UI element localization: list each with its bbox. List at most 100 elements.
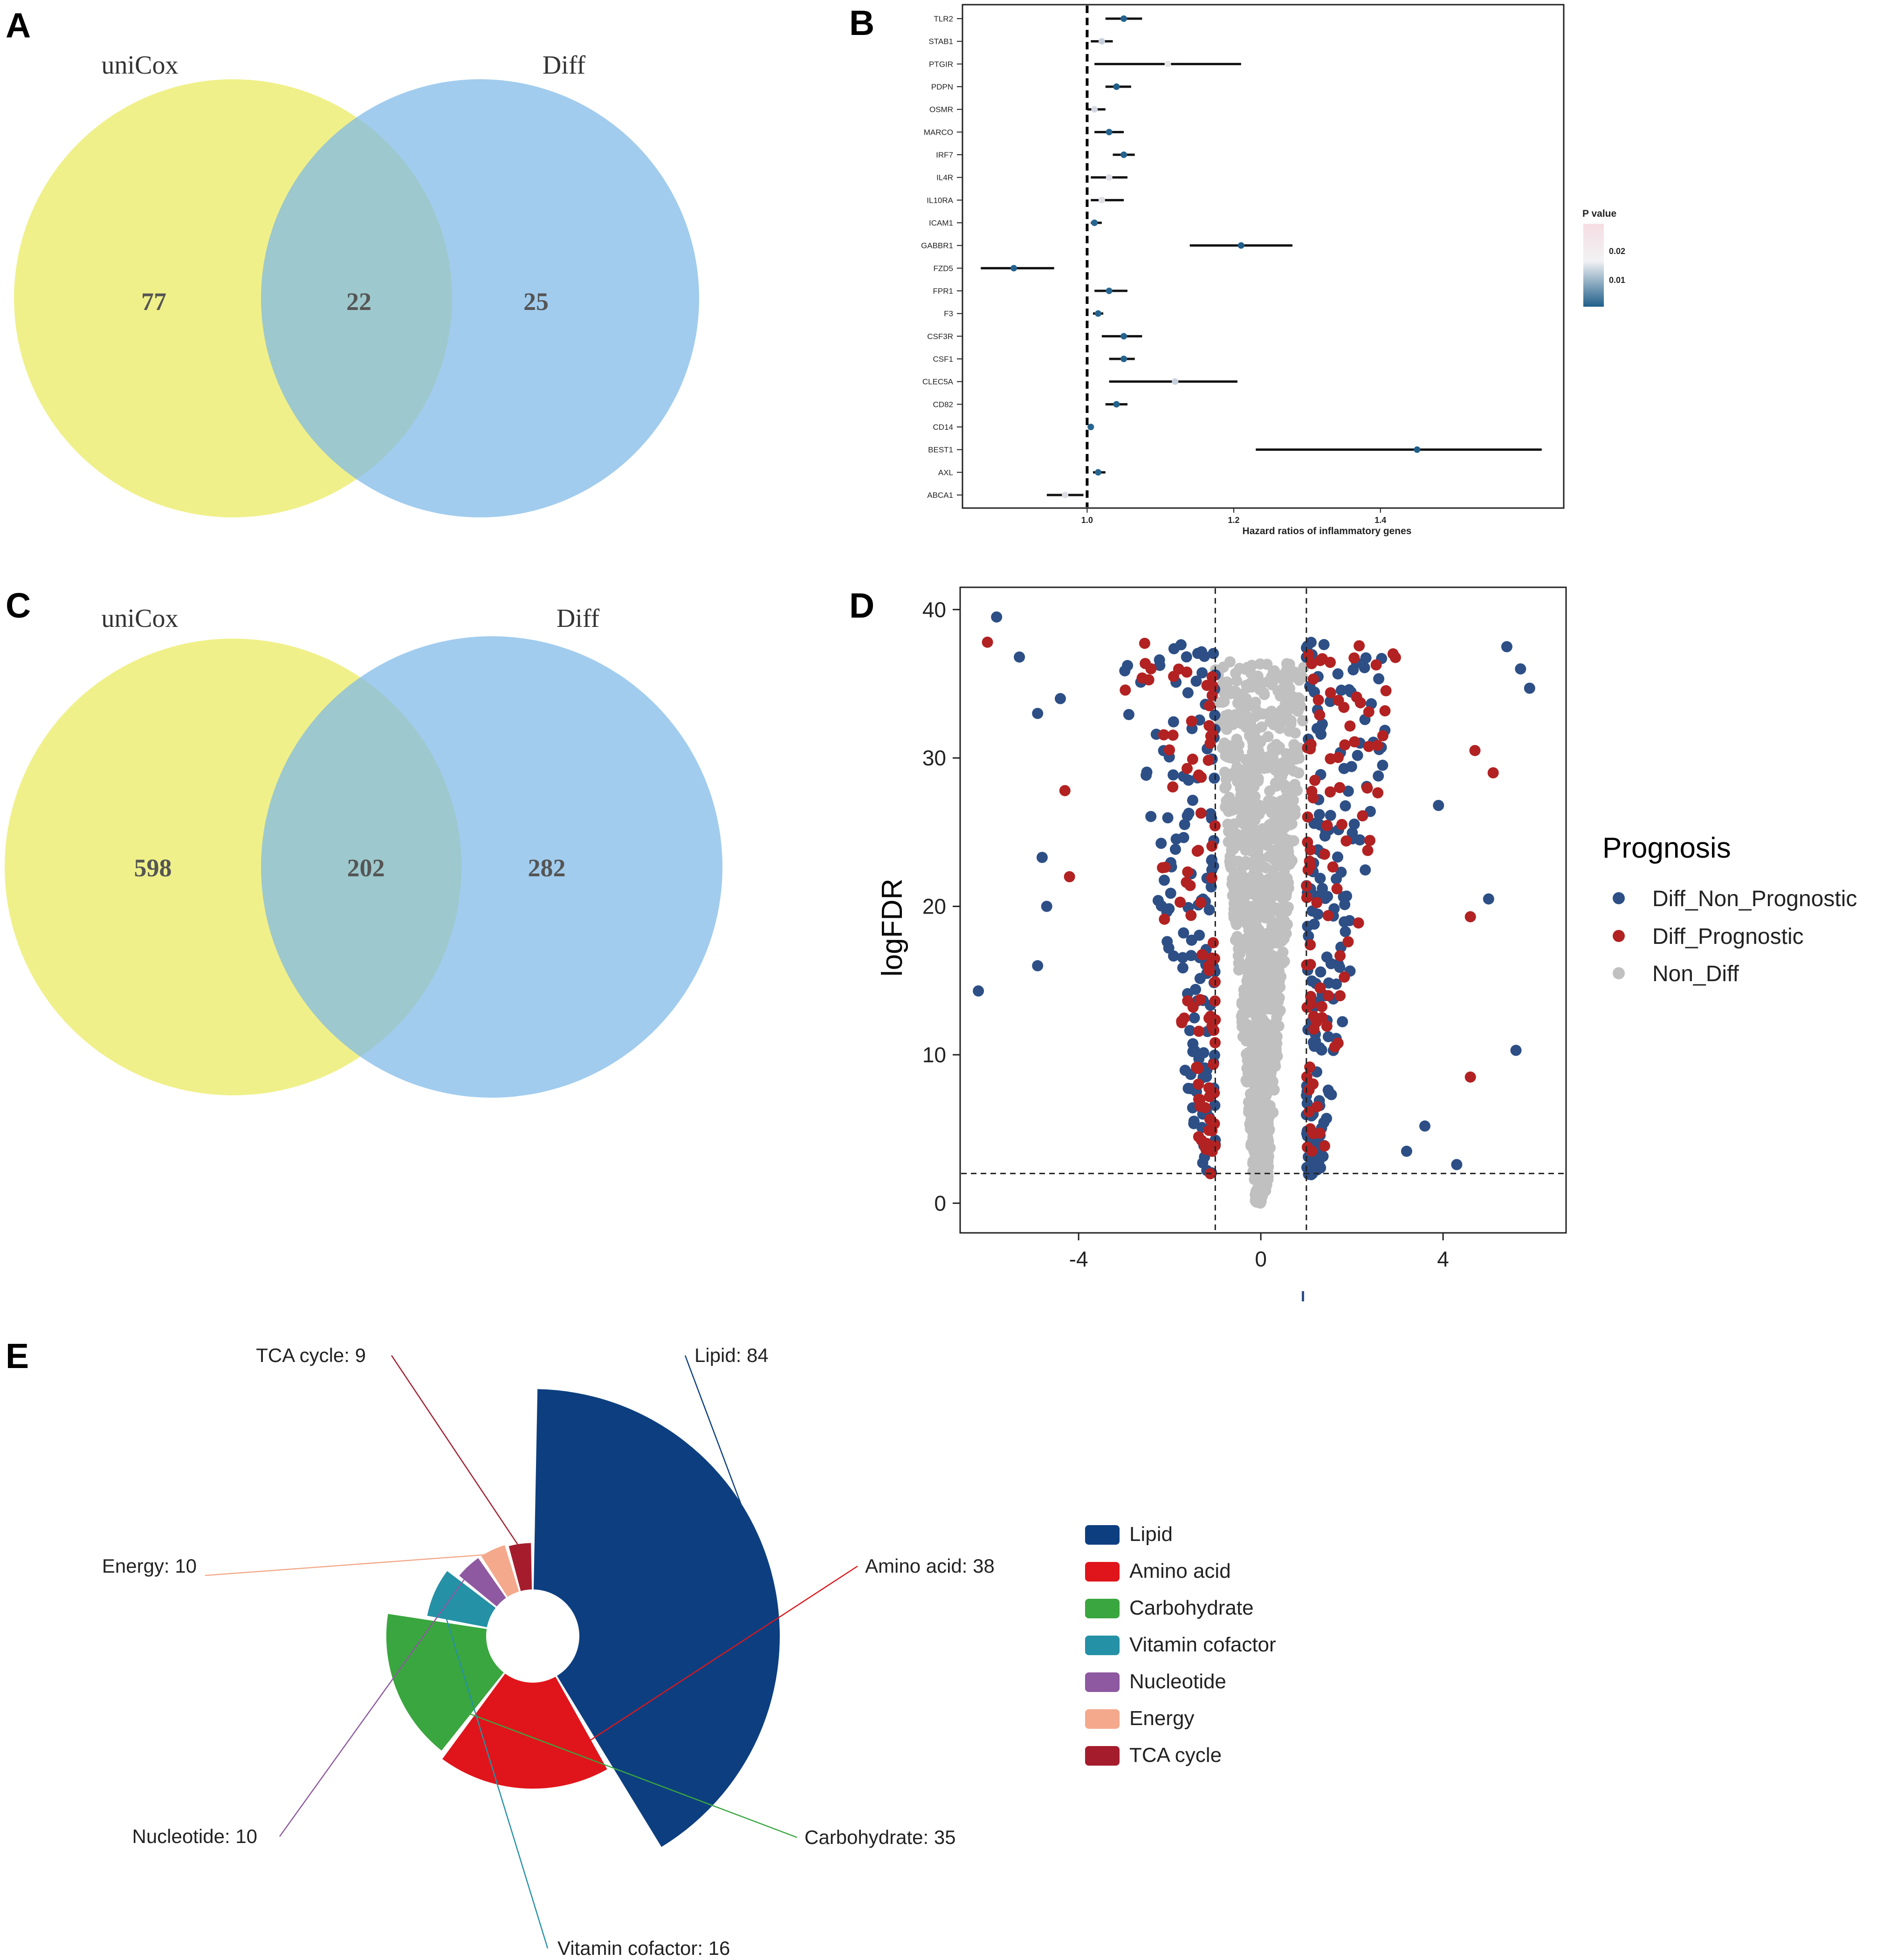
volcano-y-tick-label: 20 bbox=[922, 894, 946, 919]
volcano-point-diff-prognostic bbox=[1325, 657, 1336, 668]
volcano-point-diff-prognostic bbox=[1321, 1020, 1333, 1032]
volcano-point-diff-prognostic bbox=[1176, 1017, 1188, 1028]
volcano-point-non-diff bbox=[1223, 820, 1235, 832]
rose-label-energy: Energy: 10 bbox=[102, 1555, 197, 1577]
volcano-point-non-diff bbox=[1273, 798, 1285, 809]
volcano-point-diff-non-prognostic bbox=[1433, 800, 1444, 811]
volcano-point-diff-prognostic bbox=[1349, 736, 1361, 748]
volcano-point-non-diff bbox=[1234, 794, 1245, 806]
volcano-point-diff-non-prognostic bbox=[1303, 930, 1314, 942]
volcano-point-non-diff bbox=[1245, 1020, 1257, 1032]
legend-dot-non-diff bbox=[1613, 967, 1625, 979]
volcano-point-non-diff bbox=[1252, 709, 1264, 721]
venn-a-left-count: 77 bbox=[141, 288, 166, 316]
volcano-point-non-diff bbox=[1284, 851, 1295, 863]
rose-legend-label-nucleotide: Nucleotide bbox=[1129, 1670, 1226, 1693]
volcano-point-diff-prognostic bbox=[1361, 782, 1373, 794]
volcano-point-diff-non-prognostic bbox=[1183, 807, 1195, 819]
rose-leader-carbohydrate bbox=[400, 1687, 797, 1838]
volcano-point-diff-prognostic bbox=[1205, 1011, 1216, 1022]
volcano-point-diff-prognostic bbox=[1336, 818, 1347, 830]
volcano-point-non-diff bbox=[1262, 1148, 1273, 1159]
volcano-point-diff-non-prognostic bbox=[1340, 926, 1351, 937]
forest-gene-label-pdpn: PDPN bbox=[931, 83, 953, 91]
venn-c-left-title: uniCox bbox=[102, 604, 179, 633]
volcano-point-diff-prognostic bbox=[1372, 740, 1383, 751]
volcano-point-non-diff bbox=[1252, 885, 1264, 897]
volcano-point-diff-prognostic bbox=[1158, 729, 1169, 741]
volcano-point-non-diff bbox=[1261, 974, 1273, 985]
volcano-point-non-diff bbox=[1284, 750, 1296, 762]
volcano-point-non-diff bbox=[1228, 749, 1239, 761]
volcano-point-non-diff bbox=[1238, 984, 1250, 996]
volcano-point-diff-non-prognostic bbox=[1179, 818, 1190, 830]
volcano-point-diff-non-prognostic bbox=[1313, 809, 1325, 820]
rose-slice-tca-cycle bbox=[509, 1543, 532, 1591]
volcano-point-diff-non-prognostic bbox=[1183, 774, 1194, 786]
volcano-point-diff-prognostic bbox=[1354, 697, 1366, 708]
volcano-point-diff-prognostic bbox=[1377, 730, 1388, 742]
forest-x-tick-label: 1.0 bbox=[1081, 516, 1093, 525]
volcano-point-non-diff bbox=[1257, 823, 1269, 834]
volcano-point-non-diff bbox=[1263, 987, 1274, 998]
volcano-point-non-diff bbox=[1240, 856, 1251, 867]
volcano-y-title: logFDR bbox=[876, 879, 908, 977]
forest-gene-label-cd82: CD82 bbox=[933, 400, 953, 409]
volcano-point-diff-prognostic bbox=[1302, 742, 1313, 754]
volcano-point-non-diff bbox=[1238, 892, 1250, 903]
volcano-point-diff-non-prognostic bbox=[1169, 844, 1181, 855]
rose-legend-label-carbohydrate: Carbohydrate bbox=[1129, 1596, 1254, 1619]
legend-dot-diff-prognostic bbox=[1613, 930, 1625, 942]
venn-a-left-title: uniCox bbox=[102, 51, 179, 80]
volcano-point-diff-prognostic bbox=[1363, 741, 1375, 752]
volcano-point-diff-non-prognostic bbox=[1196, 667, 1208, 679]
volcano-point-non-diff bbox=[1226, 878, 1238, 890]
volcano-point-diff-prognostic bbox=[1334, 782, 1346, 793]
volcano-point-diff-non-prognostic bbox=[1181, 651, 1192, 663]
volcano-point-diff-prognostic bbox=[1303, 1084, 1315, 1096]
forest-point-cd82 bbox=[1113, 401, 1120, 408]
volcano-point-non-diff bbox=[1264, 873, 1275, 885]
volcano-point-non-diff bbox=[1251, 1054, 1263, 1066]
volcano-point-diff-non-prognostic bbox=[1186, 935, 1197, 946]
volcano-x-title-fragment bbox=[1302, 1291, 1304, 1301]
volcano-point-non-diff bbox=[1244, 786, 1256, 798]
volcano-point-non-diff bbox=[1273, 820, 1285, 832]
panel-label-e: E bbox=[6, 1336, 29, 1375]
volcano-point-non-diff bbox=[1226, 844, 1238, 855]
rose-slice-amino-acid bbox=[442, 1673, 607, 1789]
volcano-point-non-diff bbox=[1264, 785, 1276, 797]
forest-gene-label-stab1: STAB1 bbox=[928, 37, 953, 46]
volcano-point-non-diff bbox=[1247, 1045, 1258, 1057]
volcano-point-non-diff bbox=[1293, 674, 1305, 686]
volcano-point-diff-prognostic bbox=[1168, 671, 1179, 682]
volcano-point-non-diff bbox=[1221, 723, 1232, 735]
forest-x-tick-label: 1.4 bbox=[1375, 516, 1386, 525]
volcano-point-non-diff bbox=[1280, 920, 1292, 932]
forest-point-ptgir bbox=[1164, 61, 1171, 68]
rose-leader-vitamin-cofactor bbox=[438, 1594, 549, 1949]
volcano-point-diff-non-prognostic bbox=[1451, 1159, 1463, 1170]
volcano-point-non-diff bbox=[1256, 750, 1267, 762]
forest-gene-label-ptgir: PTGIR bbox=[929, 60, 953, 69]
volcano-point-diff-prognostic bbox=[1344, 720, 1356, 732]
volcano-point-diff-non-prognostic bbox=[1123, 709, 1134, 720]
volcano-point-diff-non-prognostic bbox=[1312, 908, 1324, 920]
volcano-point-diff-prognostic bbox=[1319, 848, 1330, 860]
volcano-point-diff-non-prognostic bbox=[1168, 643, 1180, 654]
volcano-point-diff-prognostic bbox=[1143, 674, 1155, 686]
volcano-point-non-diff bbox=[1249, 730, 1260, 742]
forest-point-clec5a bbox=[1172, 378, 1179, 385]
volcano-point-diff-prognostic bbox=[1348, 652, 1360, 664]
volcano-point-diff-prognostic bbox=[1204, 1114, 1216, 1125]
panel-a: A uniCox Diff 77 22 25 bbox=[6, 6, 699, 517]
volcano-point-non-diff bbox=[1249, 1080, 1261, 1092]
volcano-point-non-diff bbox=[1242, 1055, 1253, 1066]
volcano-point-non-diff bbox=[1230, 667, 1242, 679]
volcano-point-non-diff bbox=[1282, 901, 1294, 913]
volcano-point-non-diff bbox=[1219, 766, 1230, 778]
panel-b: B TLR2 STAB1 PTGIR PDPN OSMR MARCO IRF7 IL4R IL1… bbox=[849, 3, 1625, 536]
volcano-point-diff-non-prognostic bbox=[1184, 1025, 1196, 1036]
volcano-point-non-diff bbox=[1282, 697, 1294, 708]
